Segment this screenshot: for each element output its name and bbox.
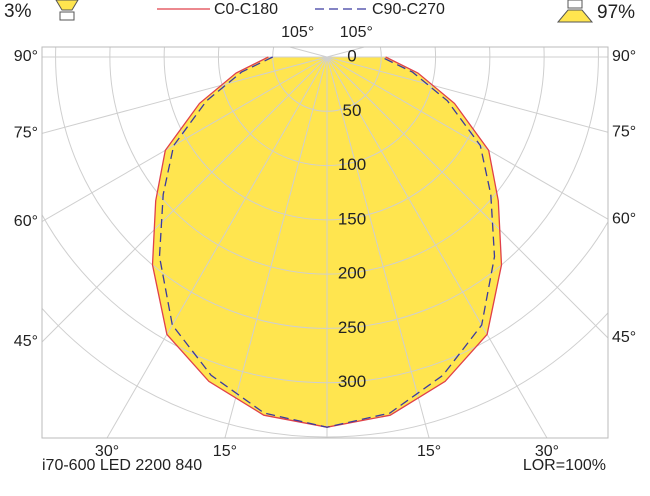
angle-tick-label: 90° — [612, 48, 636, 65]
angle-tick-label: 75° — [612, 124, 636, 141]
angle-tick-label: 30° — [95, 443, 119, 460]
angle-tick-label: 75° — [14, 125, 38, 142]
upward-ratio: 3% — [4, 1, 32, 22]
grid-line — [106, 56, 328, 438]
r-tick-label: 250 — [338, 318, 366, 337]
angle-tick-label: 90° — [14, 48, 38, 65]
downward-ratio: 97% — [597, 2, 635, 23]
plot-area — [42, 47, 608, 438]
lor-label: LOR=100% — [523, 457, 606, 474]
grid-line — [224, 56, 328, 438]
frame — [41, 46, 609, 439]
grid-line — [42, 56, 328, 222]
luminaire-name: i70-600 LED 2200 840 — [42, 457, 202, 474]
grid-line — [42, 56, 328, 343]
angle-tick-label: 60° — [14, 213, 38, 230]
angle-tick-label: 15° — [213, 443, 237, 460]
upward-icon — [55, 0, 79, 11]
r-tick-label: 50 — [343, 101, 362, 120]
angle-tick-label: 60° — [612, 210, 636, 227]
grid-line — [326, 56, 548, 438]
legend-label: C0-C180 — [214, 1, 278, 18]
angle-tick-label: 45° — [612, 329, 636, 346]
r-tick-label: 0 — [347, 46, 356, 65]
angle-tick-label: 45° — [14, 333, 38, 350]
r-tick-label: 300 — [338, 372, 366, 391]
r-tick-label: 100 — [338, 155, 366, 174]
r-tick-label: 150 — [338, 209, 366, 228]
downward-icon — [556, 9, 594, 23]
grid-line — [326, 56, 430, 438]
grid-line — [289, 47, 328, 58]
series-line — [158, 56, 496, 428]
grid-line — [326, 56, 608, 133]
angle-tick-label: 30° — [535, 443, 559, 460]
upward-icon-body — [59, 11, 75, 21]
angle-tick-label: 105° — [340, 24, 373, 41]
downward-icon-body — [567, 0, 583, 9]
grid-line — [326, 56, 608, 220]
r-tick-label: 200 — [338, 264, 366, 283]
angle-tick-label: 15° — [417, 443, 441, 460]
legend-label: C90-C270 — [372, 1, 445, 18]
angle-tick-label: 105° — [281, 24, 314, 41]
grid-line — [326, 56, 608, 339]
grid-line — [42, 56, 328, 134]
grid-line — [326, 47, 365, 58]
